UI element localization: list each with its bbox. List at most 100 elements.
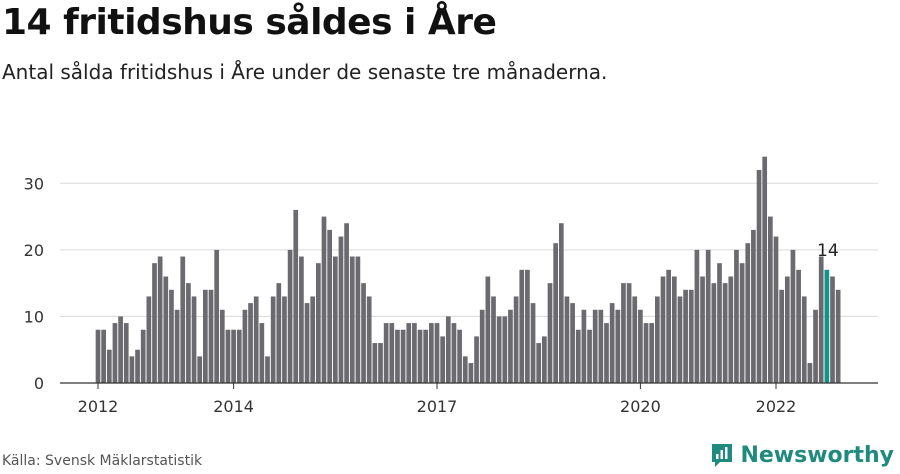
chart-logo-icon bbox=[712, 444, 733, 467]
bar bbox=[801, 296, 807, 383]
bar bbox=[157, 256, 163, 383]
bar bbox=[581, 309, 587, 383]
bar bbox=[327, 229, 332, 383]
bar bbox=[389, 323, 395, 383]
bar bbox=[638, 309, 643, 383]
chart-subtitle: Antal sålda fritidshus i Åre under de se… bbox=[2, 60, 608, 84]
bar bbox=[123, 323, 129, 383]
bar bbox=[496, 316, 502, 383]
bar bbox=[423, 329, 429, 383]
bar bbox=[191, 296, 197, 383]
bar bbox=[564, 296, 570, 383]
bar bbox=[378, 343, 383, 383]
bar bbox=[174, 309, 180, 383]
bar bbox=[395, 329, 400, 383]
bar bbox=[457, 329, 462, 383]
highlight-value-label: 14 bbox=[817, 241, 839, 261]
bar-highlight bbox=[824, 269, 830, 383]
bar bbox=[575, 329, 581, 383]
bar bbox=[118, 316, 123, 383]
bar bbox=[570, 303, 575, 383]
bar bbox=[626, 283, 632, 383]
bar bbox=[231, 329, 236, 383]
bar bbox=[717, 263, 722, 383]
bar bbox=[451, 323, 457, 383]
bar bbox=[604, 323, 609, 383]
bar bbox=[784, 276, 790, 383]
y-tick-label: 20 bbox=[24, 241, 44, 260]
bar bbox=[700, 276, 705, 383]
bar bbox=[299, 256, 304, 383]
bar bbox=[462, 356, 468, 383]
bar bbox=[253, 296, 259, 383]
bar bbox=[276, 283, 282, 383]
bar bbox=[643, 323, 649, 383]
bar bbox=[779, 289, 784, 383]
bar bbox=[835, 289, 841, 383]
bar bbox=[203, 289, 208, 383]
bar bbox=[474, 336, 479, 383]
axes: 0 10 20 30 2012 2014 2017 2020 2022 14 bbox=[24, 174, 878, 416]
bar bbox=[677, 296, 683, 383]
bar bbox=[434, 323, 440, 383]
bar bbox=[660, 276, 666, 383]
x-tick-label: 2012 bbox=[78, 397, 119, 416]
bar bbox=[502, 316, 508, 383]
bar bbox=[711, 283, 717, 383]
y-tick-label: 0 bbox=[34, 374, 44, 393]
bar bbox=[321, 216, 327, 383]
bar bbox=[530, 303, 536, 383]
bar bbox=[152, 263, 157, 383]
bar bbox=[417, 329, 423, 383]
bar bbox=[349, 256, 355, 383]
bar bbox=[632, 296, 638, 383]
bar bbox=[739, 263, 745, 383]
bar bbox=[129, 356, 135, 383]
y-tick-label: 10 bbox=[24, 307, 44, 326]
bar bbox=[542, 336, 547, 383]
bar bbox=[558, 223, 564, 383]
bar bbox=[790, 249, 796, 383]
bar bbox=[208, 289, 214, 383]
bar bbox=[169, 289, 174, 383]
bar bbox=[818, 256, 824, 383]
bar bbox=[106, 349, 112, 383]
bar bbox=[344, 223, 349, 383]
bars bbox=[95, 156, 841, 383]
bar bbox=[293, 209, 299, 383]
bar bbox=[756, 169, 762, 383]
bar bbox=[553, 243, 558, 383]
bar bbox=[242, 309, 248, 383]
bar bbox=[445, 316, 451, 383]
bar bbox=[304, 303, 310, 383]
bar bbox=[807, 363, 813, 383]
bar bbox=[683, 289, 688, 383]
bar-chart: 0 10 20 30 2012 2014 2017 2020 2022 14 bbox=[24, 156, 878, 416]
source-note: Källa: Svensk Mäklarstatistik bbox=[2, 453, 203, 469]
bar bbox=[146, 296, 152, 383]
bar bbox=[592, 309, 598, 383]
brand-logo[interactable]: Newsworthy bbox=[710, 442, 894, 468]
bar bbox=[830, 276, 835, 383]
bar bbox=[734, 249, 739, 383]
bar bbox=[225, 329, 231, 383]
bar bbox=[728, 276, 734, 383]
bar bbox=[649, 323, 655, 383]
y-tick-label: 30 bbox=[24, 174, 44, 193]
bar bbox=[406, 323, 412, 383]
bar bbox=[372, 343, 378, 383]
bar bbox=[135, 349, 140, 383]
bar bbox=[525, 269, 530, 383]
bar bbox=[694, 249, 700, 383]
x-tick-label: 2020 bbox=[620, 397, 661, 416]
bar bbox=[536, 343, 542, 383]
bar bbox=[796, 269, 801, 383]
bar bbox=[163, 276, 169, 383]
x-tick-label: 2022 bbox=[756, 397, 797, 416]
brand-name: Newsworthy bbox=[740, 442, 894, 468]
bar bbox=[214, 249, 219, 383]
x-tick-label: 2017 bbox=[417, 397, 458, 416]
bar bbox=[236, 329, 242, 383]
bar bbox=[287, 249, 293, 383]
bar bbox=[485, 276, 491, 383]
